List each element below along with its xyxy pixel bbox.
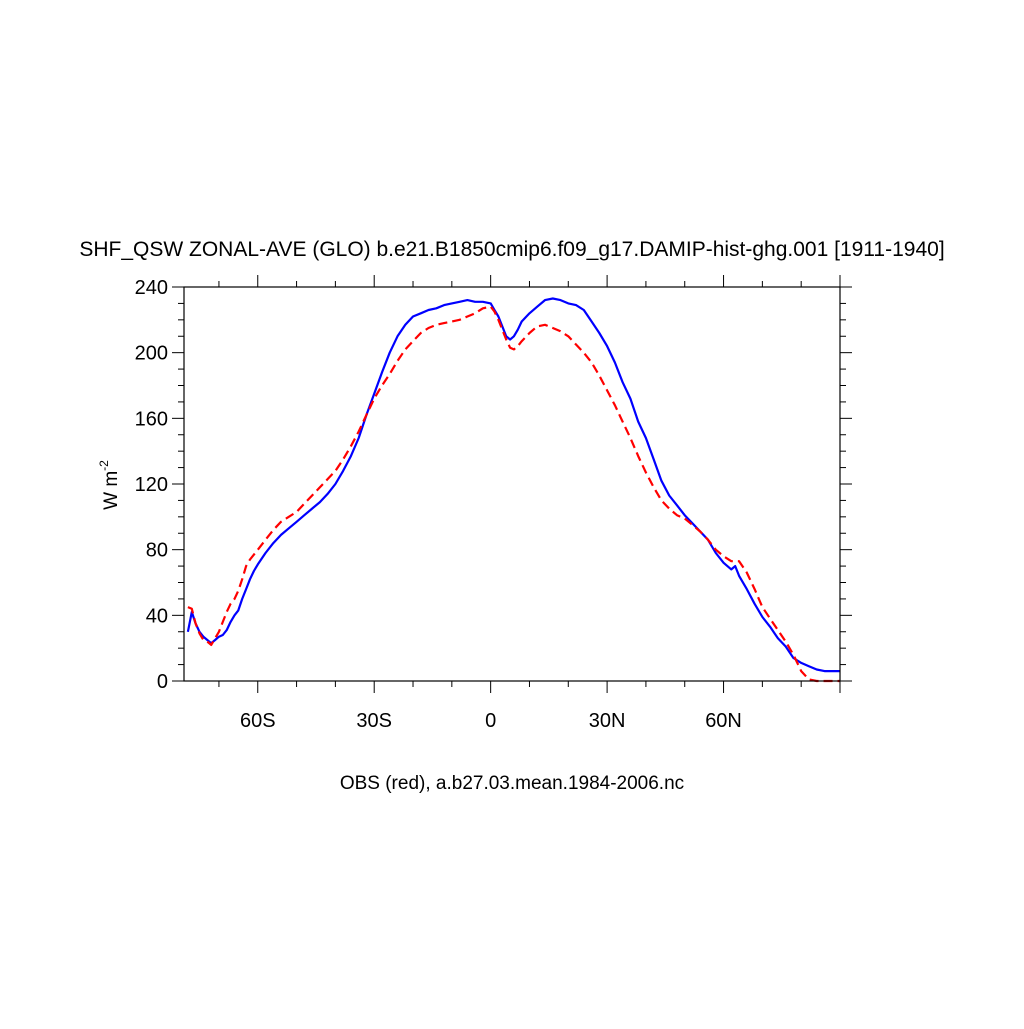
- y-tick-label: 120: [135, 474, 168, 496]
- x-tick-label: 30N: [589, 710, 626, 732]
- y-axis-label-base: W m: [101, 471, 122, 510]
- plot-frame: [183, 286, 841, 682]
- y-tick-label: 0: [157, 671, 168, 693]
- x-tick-label: 60N: [705, 710, 742, 732]
- y-tick-label: 200: [135, 343, 168, 365]
- y-tick-label: 240: [135, 277, 168, 299]
- series-line-0: [186, 297, 840, 673]
- series-line-1: [187, 305, 840, 683]
- x-tick-label: 30S: [356, 710, 392, 732]
- chart-title: SHF_QSW ZONAL-AVE (GLO) b.e21.B1850cmip6…: [79, 238, 944, 261]
- x-tick-label: 0: [485, 710, 496, 732]
- y-tick-label: 80: [146, 540, 168, 562]
- y-axis-label-exponent: -2: [97, 460, 111, 471]
- y-axis-label: W m-2: [97, 460, 122, 510]
- y-tick-label: 40: [146, 605, 168, 627]
- y-tick-label: 160: [135, 408, 168, 430]
- plot-area: 0 40 80 120 160 200 240 60S 30S 0 30N 60N: [135, 275, 852, 732]
- chart-caption: OBS (red), a.b27.03.mean.1984-2006.nc: [340, 773, 684, 794]
- x-tick-label: 60S: [240, 710, 276, 732]
